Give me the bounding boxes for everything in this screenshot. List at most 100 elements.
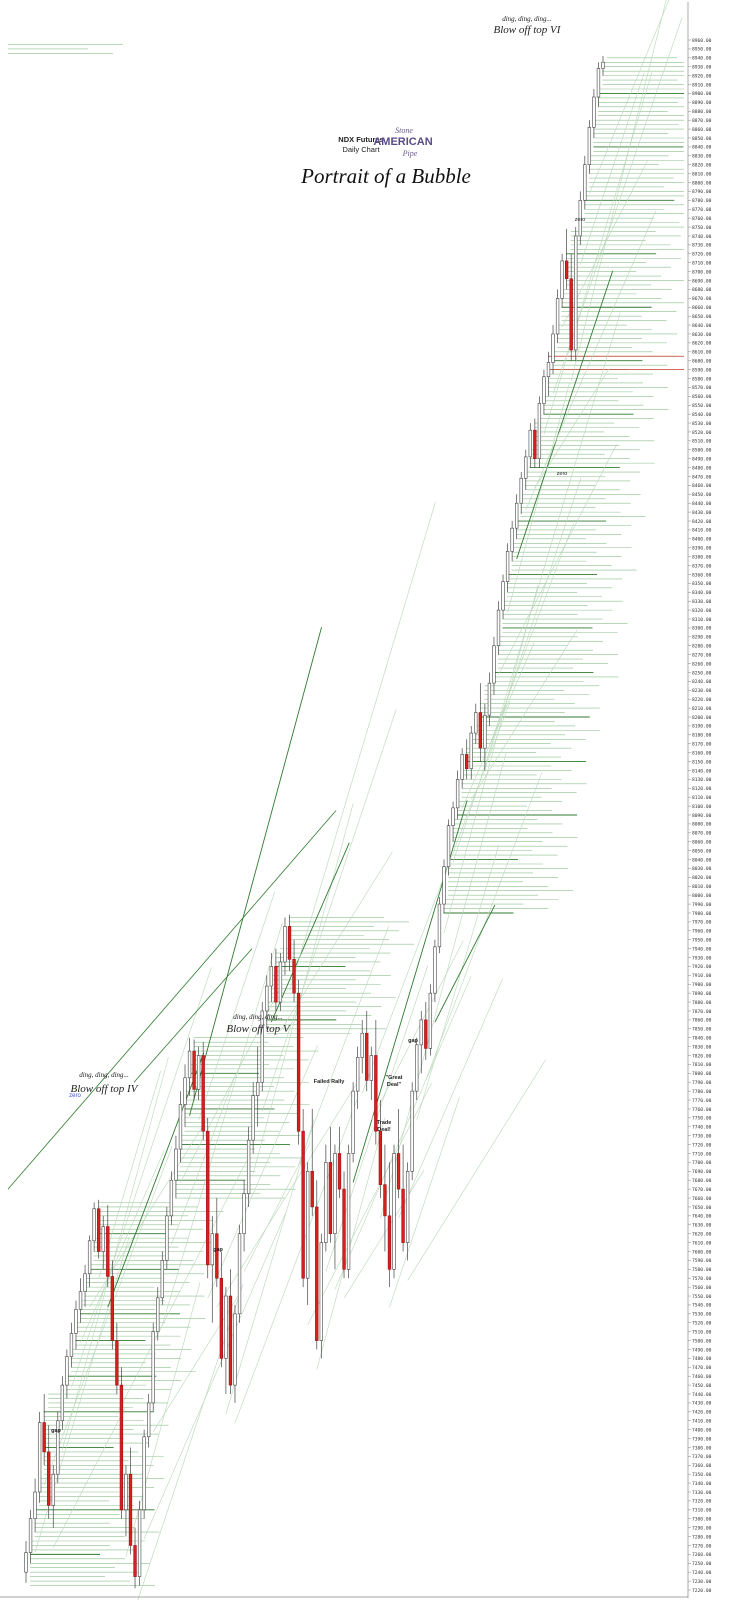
- trend-line: [589, 0, 670, 194]
- y-tick-label: 8650.00: [692, 314, 712, 320]
- y-tick-label: 7590.00: [692, 1258, 712, 1264]
- y-tick-label: 7850.00: [692, 1027, 712, 1033]
- candle-up: [510, 527, 514, 552]
- candle-up: [542, 376, 546, 404]
- y-tick-label: 7470.00: [692, 1365, 712, 1371]
- trend-line: [133, 948, 253, 1083]
- candle-up: [410, 1090, 414, 1172]
- y-tick-label: 8930.00: [692, 65, 712, 71]
- y-tick-label: 8530.00: [692, 421, 712, 427]
- y-tick-label: 7780.00: [692, 1089, 712, 1095]
- candle-down: [97, 1208, 101, 1252]
- y-tick-label: 7990.00: [692, 902, 712, 908]
- y-tick-label: 8260.00: [692, 661, 712, 667]
- y-tick-label: 7360.00: [692, 1463, 712, 1469]
- candle-up: [92, 1208, 96, 1242]
- candle-down: [301, 1130, 305, 1279]
- candle-down: [342, 1188, 346, 1270]
- y-tick-label: 8840.00: [692, 145, 712, 151]
- trend-line: [516, 270, 614, 559]
- y-tick-label: 7280.00: [692, 1534, 712, 1540]
- y-tick-label: 7980.00: [692, 911, 712, 917]
- candle-up: [437, 903, 442, 948]
- y-tick-label: 8060.00: [692, 840, 712, 846]
- y-tick-label: 8730.00: [692, 243, 712, 249]
- trend-line: [443, 585, 539, 934]
- y-tick-label: 7390.00: [692, 1436, 712, 1442]
- y-tick-label: 7930.00: [692, 955, 712, 961]
- candle-down: [387, 1215, 392, 1270]
- y-tick-label: 8270.00: [692, 652, 712, 658]
- y-tick-label: 7870.00: [692, 1009, 712, 1015]
- y-tick-label: 7430.00: [692, 1401, 712, 1407]
- y-tick-label: 8310.00: [692, 617, 712, 623]
- candle-down: [296, 992, 301, 1132]
- y-tick-label: 8150.00: [692, 759, 712, 765]
- y-tick-label: 8580.00: [692, 376, 712, 382]
- candle-up: [242, 1193, 246, 1234]
- logo-top: Stone: [395, 126, 413, 135]
- y-tick-label: 7970.00: [692, 920, 712, 926]
- y-tick-label: 7530.00: [692, 1312, 712, 1318]
- blow-off-vi-pre: ding, ding, ding...: [502, 15, 552, 23]
- candle-down: [274, 966, 278, 1003]
- candle-up: [83, 1273, 87, 1292]
- candle-up: [496, 609, 501, 647]
- trend-line: [198, 891, 275, 1121]
- y-tick-label: 7320.00: [692, 1499, 712, 1505]
- y-tick-label: 7510.00: [692, 1329, 712, 1335]
- candle-down: [328, 1162, 333, 1234]
- candle-up: [392, 1153, 396, 1270]
- candle-up: [319, 1242, 323, 1341]
- candle-up: [428, 992, 433, 1049]
- trend-line: [434, 904, 496, 1023]
- y-tick-label: 7760.00: [692, 1107, 712, 1113]
- candle-up: [33, 1491, 37, 1520]
- y-tick-label: 8700.00: [692, 269, 712, 275]
- candle-up: [74, 1309, 78, 1334]
- y-tick-label: 7230.00: [692, 1579, 712, 1585]
- y-tick-label: 8000.00: [692, 893, 712, 899]
- y-tick-label: 7270.00: [692, 1543, 712, 1549]
- candle-down: [128, 1473, 133, 1546]
- y-tick-label: 8100.00: [692, 804, 712, 810]
- candle-up: [265, 985, 269, 1012]
- y-tick-label: 7880.00: [692, 1000, 712, 1006]
- trend-line: [570, 0, 667, 381]
- candle-up: [60, 1384, 65, 1422]
- candle-down: [110, 1276, 114, 1341]
- candle-up: [537, 403, 542, 459]
- trend-line: [270, 842, 350, 1023]
- y-tick-label: 7790.00: [692, 1080, 712, 1086]
- zero-label-top: zero: [575, 217, 586, 223]
- y-tick-label: 8540.00: [692, 412, 712, 418]
- y-tick-label: 7540.00: [692, 1303, 712, 1309]
- candle-down: [424, 1019, 428, 1049]
- candle-down: [396, 1153, 401, 1190]
- y-tick-label: 8500.00: [692, 448, 712, 454]
- trend-line: [380, 751, 507, 1219]
- candle-down: [337, 1153, 342, 1190]
- candle-up: [560, 260, 564, 299]
- y-tick-label: 7500.00: [692, 1338, 712, 1344]
- y-tick-label: 8480.00: [692, 465, 712, 471]
- candle-up: [546, 362, 551, 378]
- y-tick-label: 7820.00: [692, 1053, 712, 1059]
- trend-line: [162, 922, 283, 1326]
- y-tick-label: 8590.00: [692, 367, 712, 373]
- candle-up: [196, 1055, 201, 1090]
- candle-down: [201, 1055, 205, 1132]
- y-tick-label: 8410.00: [692, 528, 712, 534]
- y-tick-label: 8290.00: [692, 635, 712, 641]
- candle-down: [564, 260, 569, 280]
- y-tick-label: 8400.00: [692, 537, 712, 543]
- trend-line: [507, 382, 570, 613]
- y-tick-label: 7550.00: [692, 1294, 712, 1300]
- y-tick-label: 8800.00: [692, 180, 712, 186]
- horizontal-levels: [8, 44, 684, 1586]
- candle-up: [442, 866, 446, 905]
- candle-up: [178, 1104, 183, 1150]
- chart-headline: Portrait of a Bubble: [300, 164, 471, 188]
- logo-bottom: Pipe: [402, 149, 418, 158]
- trend-line: [343, 1170, 425, 1299]
